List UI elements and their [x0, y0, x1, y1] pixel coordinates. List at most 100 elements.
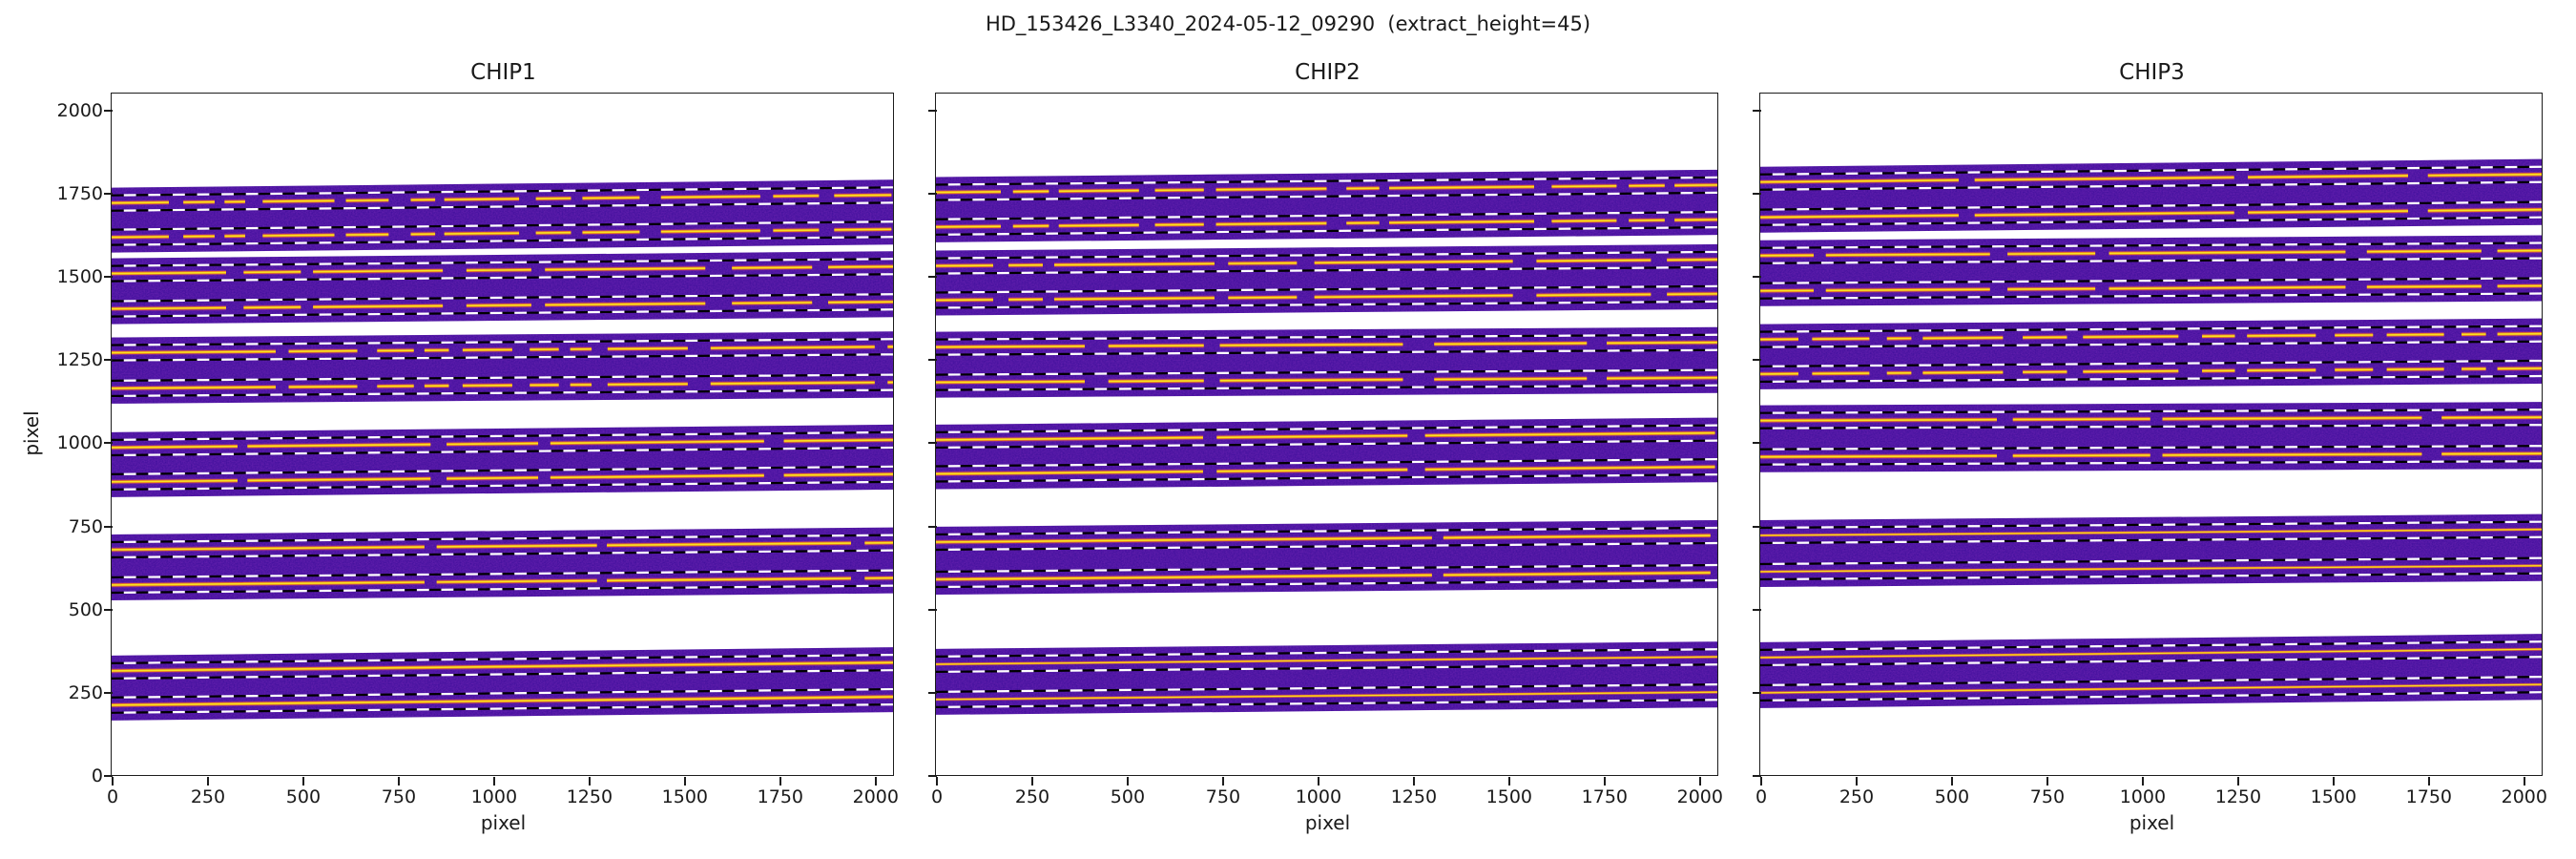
x-axis-label-chip3: pixel [2129, 811, 2175, 834]
y-tick-label: 750 [68, 515, 103, 537]
y-tick-mark [1752, 608, 1761, 611]
x-tick-label: 1500 [661, 786, 709, 807]
x-tick-mark [2141, 776, 2144, 786]
x-tick-mark [779, 776, 781, 786]
y-tick-mark [1752, 691, 1761, 694]
x-tick-mark [1760, 776, 1762, 786]
y-tick-label: 500 [68, 598, 103, 620]
x-tick-label: 750 [2029, 786, 2066, 807]
y-tick-mark [927, 109, 937, 112]
x-tick-mark [301, 776, 304, 786]
x-tick-mark [1221, 776, 1224, 786]
y-tick-label: 0 [91, 765, 103, 786]
y-tick-label: 1500 [56, 266, 103, 288]
panel-title-chip3: CHIP3 [2119, 60, 2185, 85]
y-tick-mark [1752, 109, 1761, 112]
y-tick-mark [103, 192, 113, 195]
y-tick-mark [927, 691, 937, 694]
x-tick-mark [2523, 776, 2525, 786]
x-tick-mark [1950, 776, 1953, 786]
x-tick-label: 0 [1755, 786, 1768, 807]
x-tick-mark [2046, 776, 2048, 786]
panel-title-chip1: CHIP1 [470, 60, 536, 85]
x-tick-mark [2236, 776, 2239, 786]
x-tick-mark [1855, 776, 1858, 786]
x-tick-mark [936, 776, 938, 786]
x-tick-label: 2000 [1676, 786, 1723, 807]
y-tick-mark [927, 525, 937, 528]
x-tick-mark [588, 776, 591, 786]
y-tick-mark [927, 276, 937, 279]
x-tick-label: 1500 [1485, 786, 1533, 807]
x-tick-label: 0 [930, 786, 944, 807]
y-tick-mark [927, 775, 937, 777]
figure-title: HD_153426_L3340_2024-05-12_09290 (extrac… [985, 12, 1591, 35]
x-tick-mark [206, 776, 209, 786]
x-tick-mark [112, 776, 114, 786]
chip1-plot [111, 93, 895, 777]
x-tick-label: 1750 [757, 786, 803, 807]
x-tick-label: 1000 [1295, 786, 1342, 807]
x-tick-label: 1000 [2119, 786, 2167, 807]
x-tick-label: 750 [1205, 786, 1241, 807]
y-tick-mark [103, 276, 113, 279]
x-tick-label: 1250 [2214, 786, 2262, 807]
y-tick-mark [1752, 442, 1761, 445]
x-tick-mark [1412, 776, 1415, 786]
x-axis-label-chip1: pixel [480, 811, 527, 834]
y-tick-mark [1752, 276, 1761, 279]
x-tick-mark [397, 776, 400, 786]
x-tick-mark [2332, 776, 2335, 786]
x-tick-mark [492, 776, 495, 786]
y-tick-mark [927, 359, 937, 362]
y-tick-mark [103, 359, 113, 362]
y-tick-mark [103, 442, 113, 445]
y-tick-label: 1000 [56, 432, 103, 454]
y-tick-mark [103, 608, 113, 611]
x-tick-label: 500 [1934, 786, 1970, 807]
x-tick-mark [1603, 776, 1606, 786]
x-tick-label: 2000 [2501, 786, 2547, 807]
x-axis-label-chip2: pixel [1304, 811, 1351, 834]
y-tick-mark [1752, 359, 1761, 362]
y-tick-mark [927, 608, 937, 611]
y-tick-label: 1250 [56, 349, 103, 371]
y-tick-mark [103, 691, 113, 694]
x-tick-mark [1030, 776, 1033, 786]
x-tick-label: 0 [106, 786, 119, 807]
y-tick-mark [927, 192, 937, 195]
y-tick-mark [1752, 775, 1761, 777]
chip3-plot [1759, 93, 2544, 777]
x-tick-label: 500 [1110, 786, 1146, 807]
x-tick-mark [874, 776, 877, 786]
panel-title-chip2: CHIP2 [1295, 60, 1361, 85]
x-tick-label: 250 [190, 786, 226, 807]
x-tick-label: 250 [1014, 786, 1050, 807]
y-tick-label: 2000 [56, 99, 103, 121]
x-tick-label: 1750 [2405, 786, 2452, 807]
x-tick-mark [2427, 776, 2430, 786]
y-tick-label: 250 [68, 681, 103, 703]
x-tick-mark [683, 776, 686, 786]
x-tick-mark [1698, 776, 1701, 786]
y-tick-mark [1752, 525, 1761, 528]
x-tick-label: 1250 [1390, 786, 1438, 807]
chip2-plot [935, 93, 1719, 777]
x-tick-mark [1507, 776, 1510, 786]
y-tick-mark [103, 109, 113, 112]
y-tick-mark [103, 775, 113, 777]
y-tick-mark [927, 442, 937, 445]
x-tick-label: 1250 [566, 786, 613, 807]
x-tick-label: 750 [381, 786, 417, 807]
y-tick-label: 1750 [56, 182, 103, 204]
x-tick-mark [1317, 776, 1319, 786]
y-tick-mark [1752, 192, 1761, 195]
x-tick-label: 1500 [2310, 786, 2358, 807]
x-tick-label: 1750 [1581, 786, 1628, 807]
y-tick-mark [103, 525, 113, 528]
x-tick-label: 500 [285, 786, 322, 807]
x-tick-label: 250 [1839, 786, 1875, 807]
x-tick-label: 2000 [852, 786, 899, 807]
x-tick-label: 1000 [470, 786, 518, 807]
